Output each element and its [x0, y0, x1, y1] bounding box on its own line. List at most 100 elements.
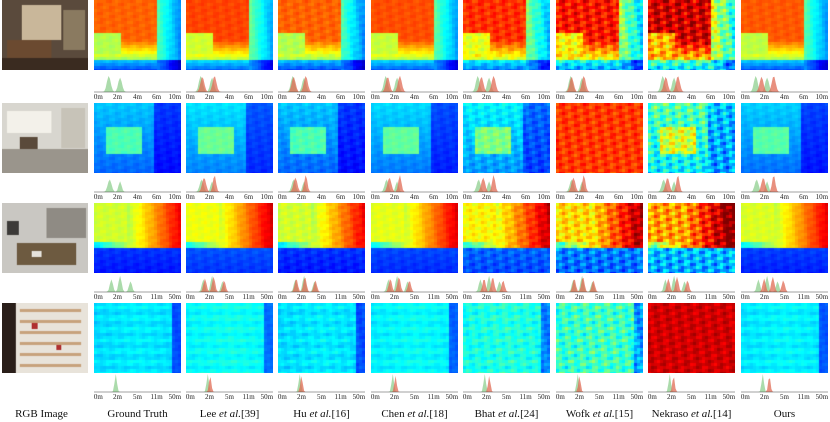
histogram-ground-truth: [556, 275, 643, 292]
histogram-tick-label: 10m: [630, 93, 644, 101]
histogram-tick-label: 11m: [427, 293, 440, 301]
histogram-tick-label: 5m: [780, 393, 789, 401]
column-label-citation: [16]: [331, 408, 350, 420]
depth-histogram: [463, 75, 550, 93]
histogram-prediction: [371, 277, 458, 292]
depth-histogram: [556, 175, 643, 193]
histogram-tick-label: 10m: [722, 93, 736, 101]
histogram-prediction: [648, 175, 735, 192]
depth-map: [463, 0, 550, 70]
histogram-tick-label: 11m: [797, 393, 810, 401]
histogram-tick-label: 5m: [133, 393, 142, 401]
depth-map: [371, 303, 458, 373]
depth-map: [371, 203, 458, 273]
histogram-tick-label: 10m: [630, 193, 644, 201]
depth-histogram: [741, 374, 828, 393]
depth-map: [186, 203, 273, 273]
depth-map: [371, 0, 458, 70]
histogram-tick-label: 0m: [370, 193, 380, 201]
histogram-tick-label: 0m: [740, 393, 750, 401]
histogram-tick-label: 0m: [647, 193, 657, 201]
histogram-ground-truth: [463, 374, 550, 392]
column-label-nekraso: Nekraso et al.[14]: [652, 408, 732, 420]
histogram-tick-label: 6m: [521, 193, 531, 201]
column-label-wofk: Wofk et al.[15]: [566, 408, 633, 420]
histogram-ground-truth: [741, 374, 828, 392]
depth-histogram: [278, 275, 365, 293]
histogram-tick-label: 5m: [687, 293, 696, 301]
depth-histogram: [556, 374, 643, 393]
histogram-ground-truth: [741, 275, 828, 292]
histogram-tick-label: 0m: [647, 293, 657, 301]
histogram-tick-label: 0m: [462, 293, 472, 301]
column-label-etal: et al.: [218, 408, 241, 420]
histogram-tick-label: 10m: [352, 193, 366, 201]
column-label-author: Wofk: [565, 408, 593, 420]
depth-map: [463, 303, 550, 373]
column-label-author: Nekraso: [651, 408, 692, 420]
histogram-tick-label: 2m: [390, 393, 399, 401]
histogram-tick-label: 2m: [297, 393, 306, 401]
histogram-tick-label: 50m: [352, 393, 366, 401]
histogram-tick-label: 5m: [780, 293, 789, 301]
histogram-ground-truth: [186, 179, 273, 192]
histogram-tick-label: 2m: [575, 93, 584, 101]
histogram-tick-label: 6m: [706, 193, 716, 201]
histogram-tick-label: 4m: [225, 93, 234, 101]
column-label-etal: et al.: [498, 408, 521, 420]
depth-histogram: [94, 275, 181, 293]
histogram-tick-label: 2m: [667, 393, 676, 401]
histogram-tick-label: 50m: [815, 393, 829, 401]
histogram-tick-label: 4m: [595, 193, 604, 201]
histogram-tick-label: 2m: [113, 93, 122, 101]
histogram-ground-truth: [648, 374, 735, 392]
depth-histogram: [463, 275, 550, 293]
histogram-tick-label: 6m: [799, 193, 809, 201]
depth-map: [94, 203, 181, 273]
histogram-ground-truth: [278, 179, 365, 192]
histogram-tick-label: 0m: [93, 193, 103, 201]
histogram-tick-label: 4m: [317, 93, 326, 101]
histogram-tick-label: 2m: [205, 193, 214, 201]
depth-map: [648, 103, 735, 173]
depth-map: [741, 103, 828, 173]
histogram-prediction: [186, 377, 273, 392]
depth-histogram: [94, 374, 181, 393]
histogram-tick-label: 11m: [150, 393, 163, 401]
histogram-prediction: [648, 276, 735, 292]
depth-histogram: [94, 76, 181, 93]
histogram-ground-truth: [463, 76, 550, 92]
depth-histogram: [741, 275, 828, 293]
histogram-tick-label: 10m: [537, 93, 551, 101]
depth-map: [278, 303, 365, 373]
histogram-tick-label: 2m: [667, 293, 676, 301]
histogram-tick-label: 50m: [630, 393, 644, 401]
histogram-tick-label: 2m: [205, 293, 214, 301]
histogram-tick-label: 5m: [502, 293, 511, 301]
histogram-tick-label: 10m: [722, 193, 736, 201]
histogram-tick-label: 2m: [205, 93, 214, 101]
histogram-tick-label: 50m: [260, 393, 274, 401]
depth-histogram: [648, 175, 735, 193]
histogram-tick-label: 2m: [667, 193, 676, 201]
histogram-tick-label: 2m: [760, 293, 769, 301]
histogram-tick-label: 2m: [482, 293, 491, 301]
histogram-tick-label: 5m: [502, 393, 511, 401]
histogram-prediction: [463, 175, 550, 192]
depth-histogram: [371, 75, 458, 93]
column-label-text: Ground Truth: [107, 408, 168, 420]
column-label-author: Lee: [199, 408, 219, 420]
histogram-ground-truth: [186, 374, 273, 392]
histogram-tick-label: 0m: [555, 193, 565, 201]
column-label-bhat: Bhat et al.[24]: [475, 408, 539, 420]
histogram-tick-label: 10m: [260, 193, 274, 201]
histogram-prediction: [556, 376, 643, 392]
histogram-tick-label: 6m: [336, 193, 346, 201]
depth-histogram: [94, 179, 181, 193]
histogram-tick-label: 2m: [760, 393, 769, 401]
histogram-tick-label: 6m: [799, 93, 809, 101]
histogram-tick-label: 0m: [555, 293, 565, 301]
histogram-tick-label: 0m: [185, 293, 195, 301]
depth-map: [741, 0, 828, 70]
